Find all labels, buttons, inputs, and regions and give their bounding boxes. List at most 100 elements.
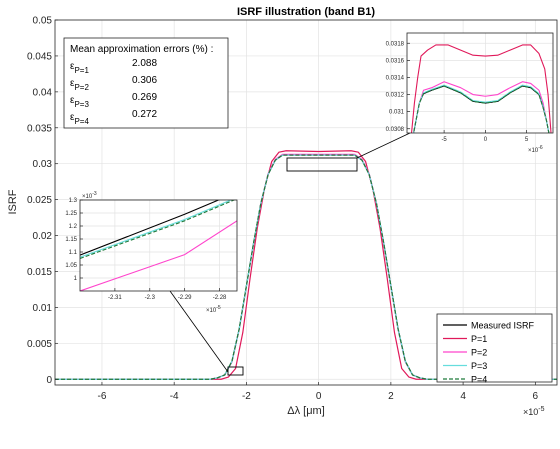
series-line-p-2	[80, 220, 237, 291]
y-tick-label: 0.0312	[386, 93, 405, 99]
error-label: εP=3	[70, 95, 89, 109]
connector-bottom	[169, 290, 229, 373]
chart-title: ISRF illustration (band B1)	[237, 6, 375, 18]
inset-right-ticks: -5 0 5 0.0308 0.031 0.0312 0.0314 0.0316 0.0318	[386, 41, 529, 143]
x-multiplier: ×10-5	[523, 406, 545, 417]
y-tick-label: 0.005	[27, 339, 52, 350]
x-tick-label: -2.28	[213, 295, 227, 301]
error-subscript: P=4	[74, 117, 89, 126]
error-value: 0.306	[132, 75, 157, 86]
zoom-marker-top	[286, 157, 358, 172]
y-tick-label: 0.031	[389, 110, 405, 116]
series-line-p-1	[55, 150, 557, 380]
x-tick-label: 5	[525, 137, 529, 143]
legend-label: P=2	[471, 348, 487, 358]
inset-right-frame	[406, 32, 554, 134]
series-line-p-1	[410, 44, 552, 133]
legend-label: Measured ISRF	[471, 321, 535, 331]
connector-top	[356, 132, 411, 159]
error-label: εP=4	[70, 112, 89, 126]
legend	[436, 313, 553, 383]
legend-label: P=4	[471, 375, 487, 385]
x-tick-label: -4	[170, 391, 179, 402]
y-tick-label: 1.1	[69, 250, 78, 256]
y-tick-label: 0.0314	[386, 76, 405, 82]
y-tick-label: 0.05	[33, 16, 53, 27]
series-line-measured-isrf	[80, 200, 220, 256]
y-tick-label: 1.15	[65, 237, 77, 243]
x-tick-label: -2.3	[145, 295, 156, 301]
series-line-p-3	[55, 154, 557, 380]
y-tick-label: 0.0308	[386, 127, 405, 133]
error-label: εP=1	[70, 61, 89, 75]
y-tick-label: 0	[46, 375, 52, 386]
error-subscript: P=3	[74, 100, 89, 109]
main-axes-frame	[54, 19, 558, 386]
inset-left-y-multiplier-base: ×10	[82, 194, 93, 200]
x-tick-label: -6	[97, 391, 106, 402]
x-tick-label: 4	[460, 391, 466, 402]
series-line-p-4	[80, 200, 236, 260]
y-tick-label: 0.0316	[386, 58, 405, 64]
x-tick-label: 2	[388, 391, 394, 402]
inset-right-x-multiplier-exp: -6	[538, 145, 543, 151]
inset-right-grid	[407, 33, 553, 133]
y-tick-label: 1.2	[69, 224, 78, 230]
x-tick-label: -2.31	[108, 295, 122, 301]
y-tick-label: 0.03	[33, 159, 53, 170]
inset-left-x-multiplier-exp: -5	[216, 305, 221, 311]
error-subscript: P=1	[74, 66, 89, 75]
inset-right-x-multiplier-base: ×10	[528, 148, 539, 154]
inset-left-x-multiplier-base: ×10	[206, 308, 217, 314]
x-tick-label: -2.29	[178, 295, 192, 301]
y-tick-label: 1	[74, 276, 78, 282]
error-value: 0.269	[132, 92, 157, 103]
main-ticks: -6 -4 -2 0 2 4 6 0 0.005 0.01 0.015 0.02 0.025 0.03 0.…	[27, 16, 539, 403]
y-tick-label: 0.045	[27, 51, 52, 62]
legend-label: P=3	[471, 361, 487, 371]
y-tick-label: 0.025	[27, 195, 52, 206]
inset-right-series	[410, 44, 552, 133]
inset-left-series	[80, 200, 237, 291]
inset-right-background	[407, 33, 553, 133]
y-tick-label: 1.05	[65, 263, 77, 269]
x-tick-label: -2	[242, 391, 251, 402]
error-symbol: ε	[70, 61, 75, 72]
y-tick-label: 0.015	[27, 267, 52, 278]
legend-label: P=1	[471, 334, 487, 344]
inset-left-y-multiplier: ×10-3	[82, 191, 97, 200]
series-line-p-2	[413, 81, 550, 133]
zoom-marker-bottom	[227, 366, 244, 376]
error-value: 2.088	[132, 58, 157, 69]
y-tick-label: 0.0318	[386, 41, 405, 47]
y-tick-label: 0.01	[33, 303, 53, 314]
x-multiplier-exp: -5	[538, 406, 544, 413]
x-multiplier-base: ×10	[523, 407, 538, 417]
y-tick-label: 0.035	[27, 123, 52, 134]
inset-left-frame	[79, 199, 238, 292]
x-tick-label: 0	[316, 391, 322, 402]
legend-items: Measured ISRF P=1 P=2 P=3 P=4	[443, 321, 535, 385]
error-symbol: ε	[70, 95, 75, 106]
inset-left-ticks: -2.31 -2.3 -2.29 -2.28 1 1.05 1.1 1.15 1.2 1.25 1.…	[65, 198, 227, 301]
error-subscript: P=2	[74, 83, 89, 92]
y-tick-label: 1.3	[69, 198, 78, 204]
series-line-p-4	[413, 85, 550, 133]
x-axis-label: Δλ [μm]	[287, 405, 325, 417]
y-tick-label: 1.25	[65, 211, 77, 217]
x-tick-label: 6	[533, 391, 539, 402]
error-value: 0.272	[132, 109, 157, 120]
x-tick-label: 0	[484, 137, 488, 143]
inset-left-x-multiplier: ×10-5	[206, 305, 221, 314]
inset-left-y-multiplier-exp: -3	[92, 191, 97, 197]
errors-box	[63, 37, 229, 129]
error-symbol: ε	[70, 78, 75, 89]
error-symbol: ε	[70, 112, 75, 123]
y-axis-label: ISRF	[7, 189, 19, 214]
main-series	[55, 150, 557, 380]
inset-right-x-multiplier: ×10-6	[528, 145, 543, 154]
errors-box-title: Mean approximation errors (%) :	[70, 44, 213, 55]
series-line-p-3	[80, 200, 233, 258]
